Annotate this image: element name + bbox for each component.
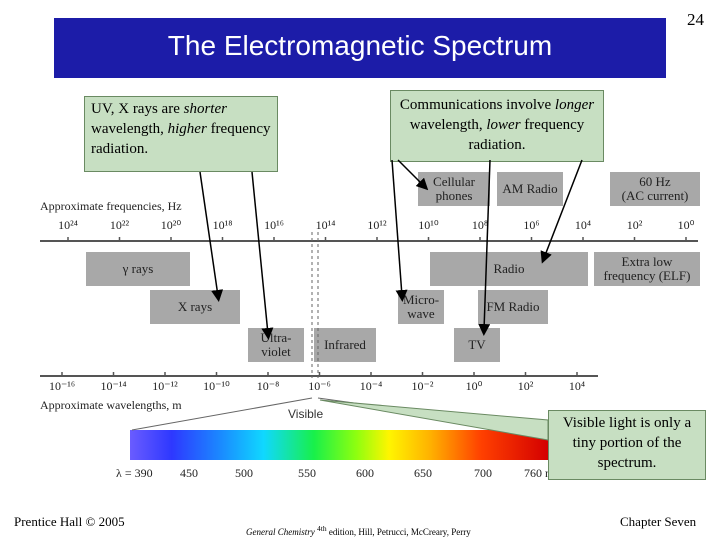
- frequency-tick-label: 10¹⁰: [418, 218, 439, 232]
- frequency-tick-label: 10¹⁴: [315, 218, 336, 232]
- band-radio: Radio: [430, 252, 588, 286]
- note-emphasis: higher: [167, 121, 207, 137]
- frequency-tick-label: 10²⁰: [160, 218, 182, 232]
- frequency-axis-label: Approximate frequencies, Hz: [40, 199, 182, 213]
- note-text: frequency radiation.: [91, 121, 271, 157]
- band-label: TV: [468, 337, 486, 352]
- footer-edition-number: 4th: [317, 524, 327, 533]
- frequency-tick-label: 10²⁴: [58, 218, 78, 232]
- band-label: γ rays: [122, 261, 154, 276]
- arrow: [251, 171, 274, 340]
- frequency-tick-label: 10⁸: [471, 218, 489, 232]
- frequency-tick-label: 10²²: [109, 218, 130, 232]
- slide-title: The Electromagnetic Spectrum: [167, 30, 553, 61]
- band-gamma-rays: γ rays: [86, 252, 190, 286]
- note-text: wavelength,: [409, 117, 487, 133]
- note-text: UV, X rays are: [91, 101, 184, 117]
- footer-publisher: Prentice Hall © 2005: [14, 514, 125, 529]
- arrow: [391, 159, 408, 302]
- band-label: Extra low frequency (ELF): [603, 254, 691, 283]
- footer-book-title: General Chemistry: [246, 527, 315, 537]
- note-emphasis: longer: [554, 97, 595, 113]
- footer-chapter: Chapter Seven: [620, 514, 697, 529]
- band-label: FM Radio: [486, 299, 540, 314]
- visible-pointer: [319, 399, 549, 441]
- wavelength-tick-label: 10⁻¹⁴: [100, 379, 127, 393]
- band-label: X rays: [177, 299, 213, 314]
- band-x-rays: X rays: [150, 290, 240, 324]
- wavelength-tick-label: 10⁰: [465, 379, 483, 393]
- wavelength-tick-label: 10⁴: [568, 379, 586, 393]
- note-short-wavelength: UV, X rays are shorter wavelength, highe…: [84, 96, 278, 172]
- band-label: Infrared: [324, 337, 366, 352]
- band-infrared: Infrared: [314, 328, 376, 362]
- frequency-tick-label: 10¹²: [367, 218, 387, 232]
- frequency-tick-label: 10¹⁸: [212, 218, 233, 232]
- wavelength-tick-label: 10⁻¹⁶: [48, 379, 76, 393]
- band-tv: TV: [454, 328, 500, 362]
- visible-scale-tick: 650: [414, 466, 432, 480]
- wavelength-tick-label: 10⁻¹⁰: [203, 379, 230, 393]
- slide-number: 24: [687, 10, 704, 29]
- wavelength-tick-label: 10⁻²: [411, 379, 434, 393]
- band-label: AM Radio: [502, 181, 558, 196]
- visible-scale-tick: 700: [474, 466, 492, 480]
- band-extra-low-frequency: Extra low frequency (ELF): [594, 252, 700, 286]
- wavelength-tick-label: 10²: [517, 379, 534, 393]
- visible-scale-tick: 450: [180, 466, 198, 480]
- note-emphasis: shorter: [183, 101, 227, 117]
- title-bar: [54, 18, 666, 78]
- footer-citation-text: edition, Hill, Petrucci, McCreary, Perry: [326, 527, 471, 537]
- arrow: [397, 159, 429, 191]
- frequency-tick-label: 10²: [626, 218, 643, 232]
- band-label: Micro- wave: [402, 292, 440, 321]
- visible-scale-start: λ = 390: [116, 466, 153, 480]
- wavelength-tick-label: 10⁻⁸: [256, 379, 280, 393]
- wavelength-axis-label: Approximate wavelengths, m: [40, 398, 182, 412]
- band-label: Radio: [493, 261, 525, 276]
- band-label: Cellular phones: [433, 174, 475, 203]
- visible-scale-tick: 600: [356, 466, 374, 480]
- expansion-line: [131, 397, 313, 431]
- arrow: [540, 159, 583, 264]
- arrow: [478, 159, 491, 336]
- frequency-tick-label: 10¹⁶: [264, 218, 284, 232]
- visible-spectrum-bar: [130, 430, 548, 460]
- note-visible-light: Visible light is only a tiny portion of …: [548, 410, 706, 480]
- frequency-tick-label: 10⁰: [677, 218, 695, 232]
- wavelength-tick-label: 10⁻¹²: [152, 379, 178, 393]
- note-text: wavelength,: [91, 121, 168, 137]
- note-text: frequency radiation.: [468, 117, 585, 153]
- wavelength-tick-label: 10⁻⁶: [308, 379, 331, 393]
- footer-citation: General Chemistry 4th edition, Hill, Pet…: [246, 524, 471, 537]
- arrow: [199, 171, 224, 302]
- note-long-wavelength: Communications involve longer wavelength…: [390, 90, 604, 162]
- visible-scale-tick: 500: [235, 466, 253, 480]
- frequency-tick-label: 10⁴: [574, 218, 592, 232]
- frequency-tick-label: 10⁶: [523, 218, 540, 232]
- visible-scale-tick: 550: [298, 466, 316, 480]
- note-text: Communications involve: [399, 97, 555, 113]
- band-fm-radio: FM Radio: [478, 290, 548, 324]
- band-am-radio: AM Radio: [497, 172, 563, 206]
- band-label: 60 Hz (AC current): [621, 174, 689, 203]
- note-emphasis: lower: [486, 117, 521, 133]
- band-ac-current: 60 Hz (AC current): [610, 172, 700, 206]
- visible-label: Visible: [288, 407, 324, 421]
- wavelength-tick-label: 10⁻⁴: [359, 379, 383, 393]
- band-cellular-phones: Cellular phones: [418, 172, 490, 206]
